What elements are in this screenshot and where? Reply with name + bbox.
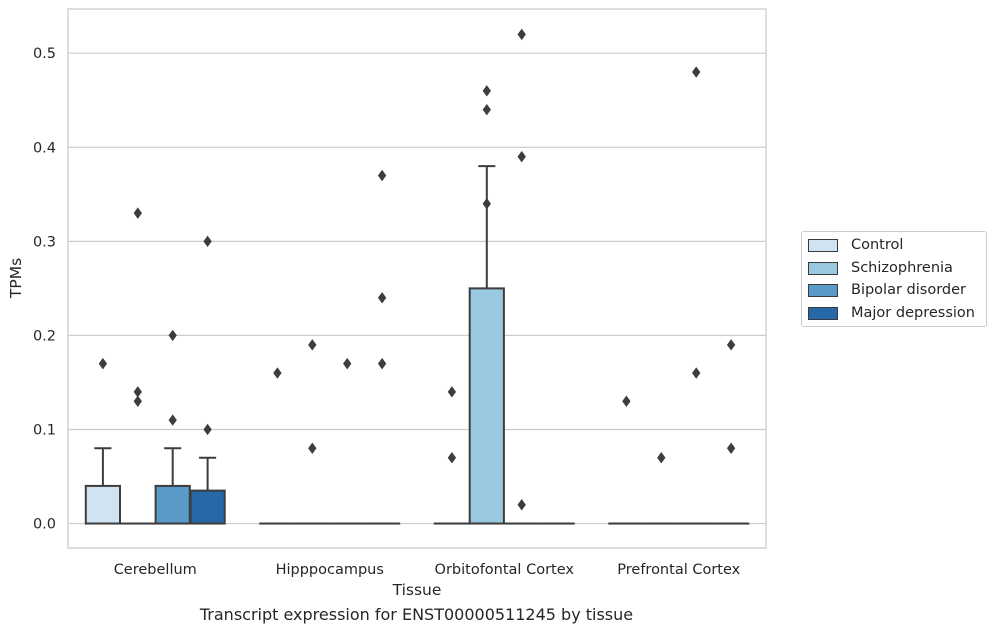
outlier-point xyxy=(517,28,526,41)
outlier-point xyxy=(517,150,526,163)
legend-item-major-depression: Major depression xyxy=(808,304,975,322)
x-axis-label: Tissue xyxy=(392,581,442,599)
outlier-point xyxy=(447,386,457,398)
outlier-point xyxy=(98,357,108,370)
outlier-point xyxy=(133,207,142,219)
legend-swatch-control xyxy=(808,238,838,252)
chart-caption: Transcript expression for ENST0000051124… xyxy=(199,605,634,624)
legend-label-schizophrenia: Schizophrenia xyxy=(851,260,953,276)
y-tick-label: 0.3 xyxy=(33,234,56,250)
outlier-point xyxy=(657,451,666,464)
legend-label-control: Control xyxy=(851,237,904,253)
legend: Control Schizophrenia Bipolar disorder M… xyxy=(801,231,987,327)
outlier-point xyxy=(273,367,282,379)
outlier-point xyxy=(343,357,352,370)
outlier-point xyxy=(482,85,491,97)
legend-swatch-bipolar-disorder xyxy=(808,283,838,297)
outlier-point xyxy=(203,423,212,436)
outlier-point xyxy=(377,169,387,182)
outlier-point xyxy=(726,339,736,351)
outlier-point xyxy=(692,66,701,78)
box xyxy=(468,287,505,525)
legend-label-bipolar-disorder: Bipolar disorder xyxy=(851,282,966,298)
tick-labels: 0.0 0.1 0.2 0.3 0.4 0.5 Cerebellum Hipppocampus… xyxy=(33,46,741,578)
y-tick-label: 0.4 xyxy=(33,140,56,156)
x-tick-label: Cerebellum xyxy=(114,562,197,578)
x-tick-label: Prefrontal Cortex xyxy=(617,562,740,578)
x-tick-label: Hipppocampus xyxy=(276,562,384,578)
y-axis-label: TPMs xyxy=(7,258,25,299)
outlier-point xyxy=(482,103,491,116)
outlier-point xyxy=(377,357,387,370)
y-tick-label: 0.2 xyxy=(33,328,56,344)
outlier-point xyxy=(168,414,177,426)
outlier-point xyxy=(308,339,317,351)
box xyxy=(189,489,226,525)
outlier-point xyxy=(692,367,701,379)
outlier-point xyxy=(517,499,526,511)
legend-item-bipolar-disorder: Bipolar disorder xyxy=(808,281,966,299)
y-tick-label: 0.0 xyxy=(33,517,56,533)
outlier-point xyxy=(447,451,457,464)
outlier-point xyxy=(133,386,142,398)
outlier-point xyxy=(482,198,491,210)
box xyxy=(154,484,191,525)
outlier-point xyxy=(133,395,142,407)
legend-swatch-major-depression xyxy=(808,306,838,320)
x-tick-label: Orbitofontal Cortex xyxy=(435,562,575,578)
y-tick-label: 0.1 xyxy=(33,422,56,438)
box-marks xyxy=(84,28,750,525)
outlier-point xyxy=(203,235,212,248)
legend-label-major-depression: Major depression xyxy=(851,305,975,321)
outlier-point xyxy=(377,292,387,304)
outlier-point xyxy=(308,442,317,454)
y-tick-label: 0.5 xyxy=(33,46,56,62)
outlier-point xyxy=(726,442,736,454)
legend-item-schizophrenia: Schizophrenia xyxy=(808,259,953,277)
box xyxy=(84,484,122,525)
outlier-point xyxy=(168,329,177,342)
plot-area-frame xyxy=(67,8,767,549)
outlier-point xyxy=(622,395,631,407)
legend-item-control: Control xyxy=(808,236,903,254)
legend-swatch-schizophrenia xyxy=(808,261,838,275)
